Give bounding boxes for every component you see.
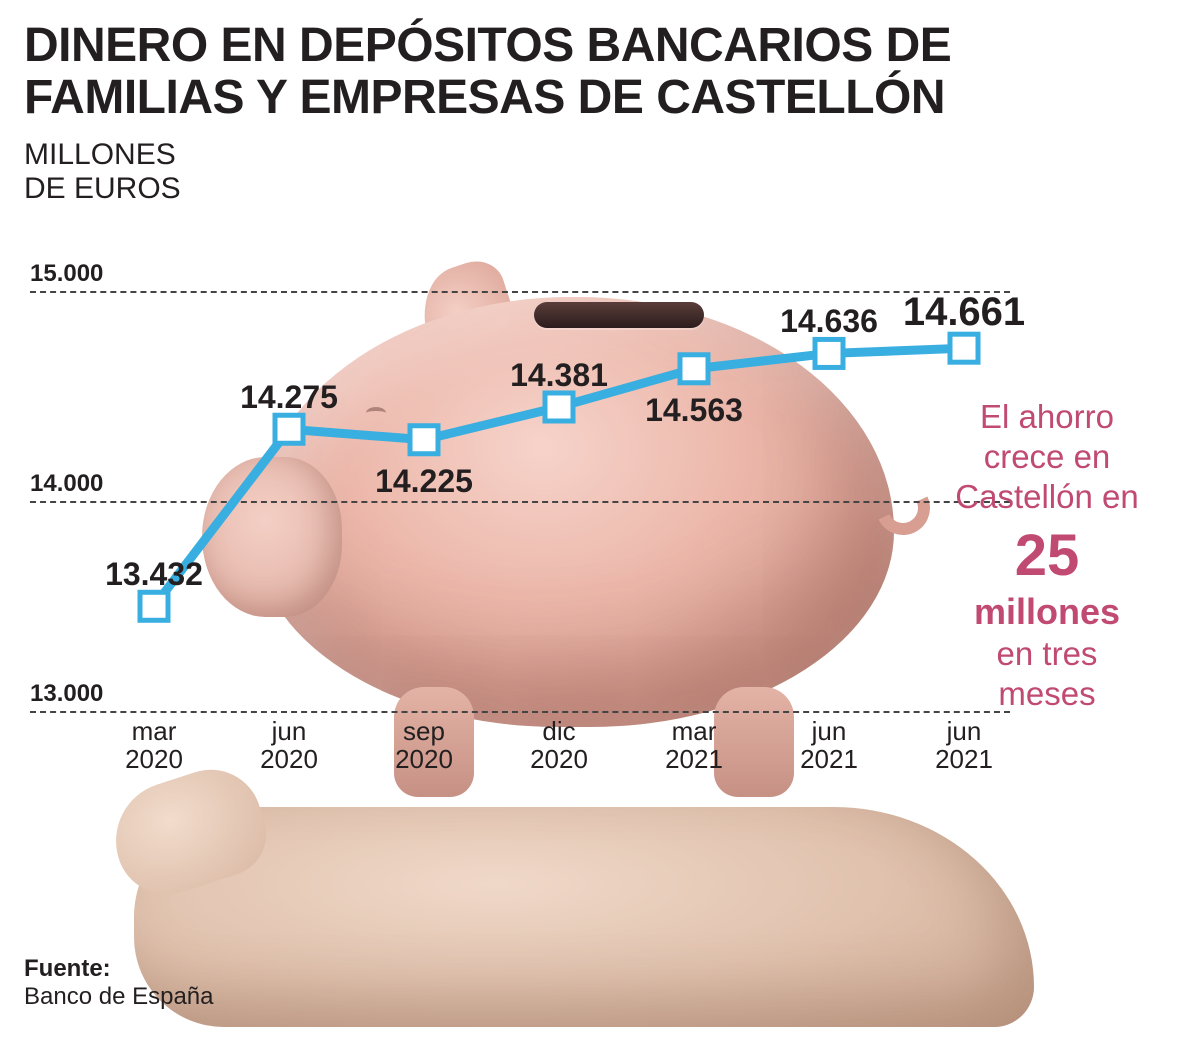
subtitle-line-1: MILLONES [24, 138, 176, 171]
annotation-line: El ahorro [980, 398, 1114, 435]
annotation-number: 25 [932, 521, 1162, 592]
value-label: 14.661 [903, 290, 1025, 335]
chart-marker [545, 393, 573, 421]
chart-marker [140, 592, 168, 620]
annotation-line: crece en [984, 438, 1111, 475]
chart-marker [815, 339, 843, 367]
chart-marker [680, 354, 708, 382]
title-line-2: FAMILIAS Y EMPRESAS DE CASTELLÓN [24, 71, 945, 124]
chart-subtitle: MILLONES DE EUROS [24, 138, 1176, 207]
annotation-line: meses [998, 675, 1095, 712]
chart-marker [275, 415, 303, 443]
x-tick-label: jun2021 [769, 717, 889, 774]
x-tick-label: sep2020 [364, 717, 484, 774]
chart-marker [410, 425, 438, 453]
chart-marker [950, 334, 978, 362]
annotation-line: en tres [997, 635, 1098, 672]
subtitle-line-2: DE EUROS [24, 172, 181, 205]
value-label: 14.225 [375, 463, 473, 500]
source-label: Fuente: [24, 955, 111, 982]
chart-title: DINERO EN DEPÓSITOS BANCARIOS DE FAMILIA… [24, 20, 1176, 124]
x-tick-label: mar2021 [634, 717, 754, 774]
x-tick-label: mar2020 [94, 717, 214, 774]
infographic-container: DINERO EN DEPÓSITOS BANCARIOS DE FAMILIA… [0, 0, 1200, 1051]
x-tick-label: jun2021 [904, 717, 1024, 774]
value-label: 13.432 [105, 556, 203, 593]
value-label: 14.381 [510, 357, 608, 394]
value-label: 14.563 [645, 392, 743, 429]
source-value: Banco de España [24, 983, 213, 1010]
value-label: 14.636 [780, 303, 878, 340]
annotation-line: millones [974, 591, 1120, 632]
x-tick-label: jun2020 [229, 717, 349, 774]
line-chart [24, 217, 1024, 717]
annotation-callout: El ahorro crece en Castellón en 25 millo… [932, 397, 1162, 715]
chart-area: 15.00014.00013.000 13.43214.27514.22514.… [24, 217, 1176, 937]
annotation-line: Castellón en [955, 478, 1138, 515]
source-citation: Fuente: Banco de España [24, 955, 213, 1011]
x-tick-label: dic2020 [499, 717, 619, 774]
hand-icon [134, 807, 1034, 1027]
title-line-1: DINERO EN DEPÓSITOS BANCARIOS DE [24, 19, 951, 72]
value-label: 14.275 [240, 379, 338, 416]
